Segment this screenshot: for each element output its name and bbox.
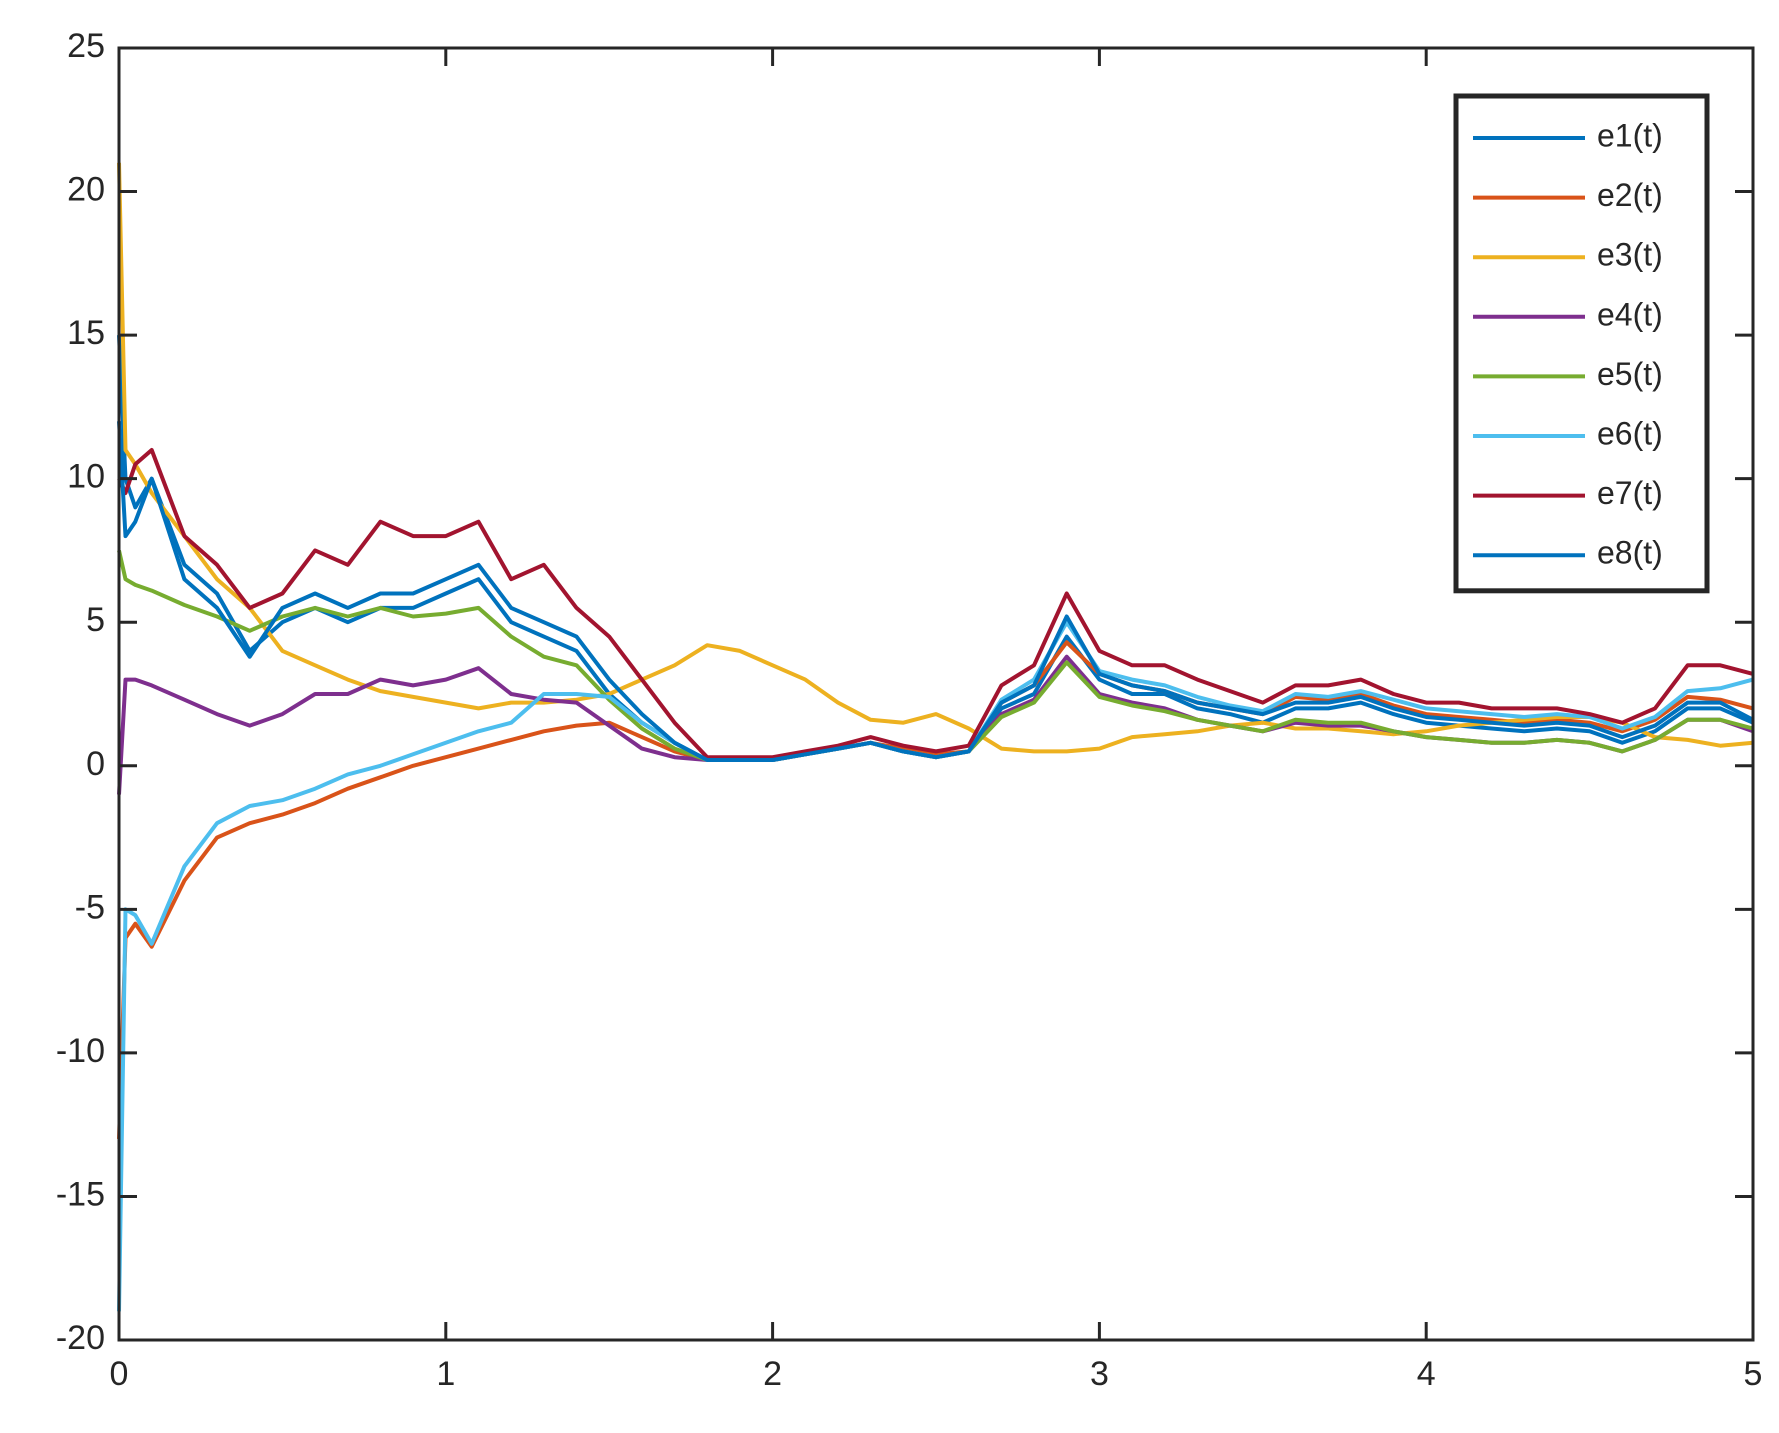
y-tick-label: 25 [67, 27, 105, 65]
series-line [117, 448, 1754, 760]
x-tick-label: 2 [763, 1355, 782, 1393]
y-tick-label: 10 [67, 458, 105, 496]
legend-label: e1(t) [1597, 117, 1663, 153]
legend-label: e2(t) [1597, 177, 1663, 213]
legend-label: e6(t) [1597, 415, 1663, 451]
x-tick-label: 4 [1417, 1355, 1436, 1393]
legend-label: e3(t) [1597, 237, 1663, 273]
legend-label: e8(t) [1597, 535, 1663, 571]
y-tick-label: 5 [86, 601, 105, 639]
y-tick-label: -15 [56, 1175, 105, 1213]
legend-label: e5(t) [1597, 356, 1663, 392]
x-tick-label: 0 [110, 1355, 129, 1393]
y-tick-label: -10 [56, 1032, 105, 1070]
y-tick-label: 0 [86, 745, 105, 783]
series-line [117, 421, 1754, 762]
y-tick-label: -20 [56, 1319, 105, 1357]
legend-label: e7(t) [1597, 475, 1663, 511]
y-tick-label: -5 [75, 888, 105, 926]
y-tick-label: 20 [67, 171, 105, 209]
axes-box [117, 46, 1755, 1342]
x-tick-label: 5 [1744, 1355, 1763, 1393]
series-line [117, 640, 1754, 1140]
x-tick-label: 1 [436, 1355, 455, 1393]
legend-label: e4(t) [1597, 296, 1663, 332]
y-tick-label: 15 [67, 314, 105, 352]
series-line [117, 162, 1754, 754]
x-tick-label: 3 [1090, 1355, 1109, 1393]
legend-box [1453, 93, 1710, 594]
